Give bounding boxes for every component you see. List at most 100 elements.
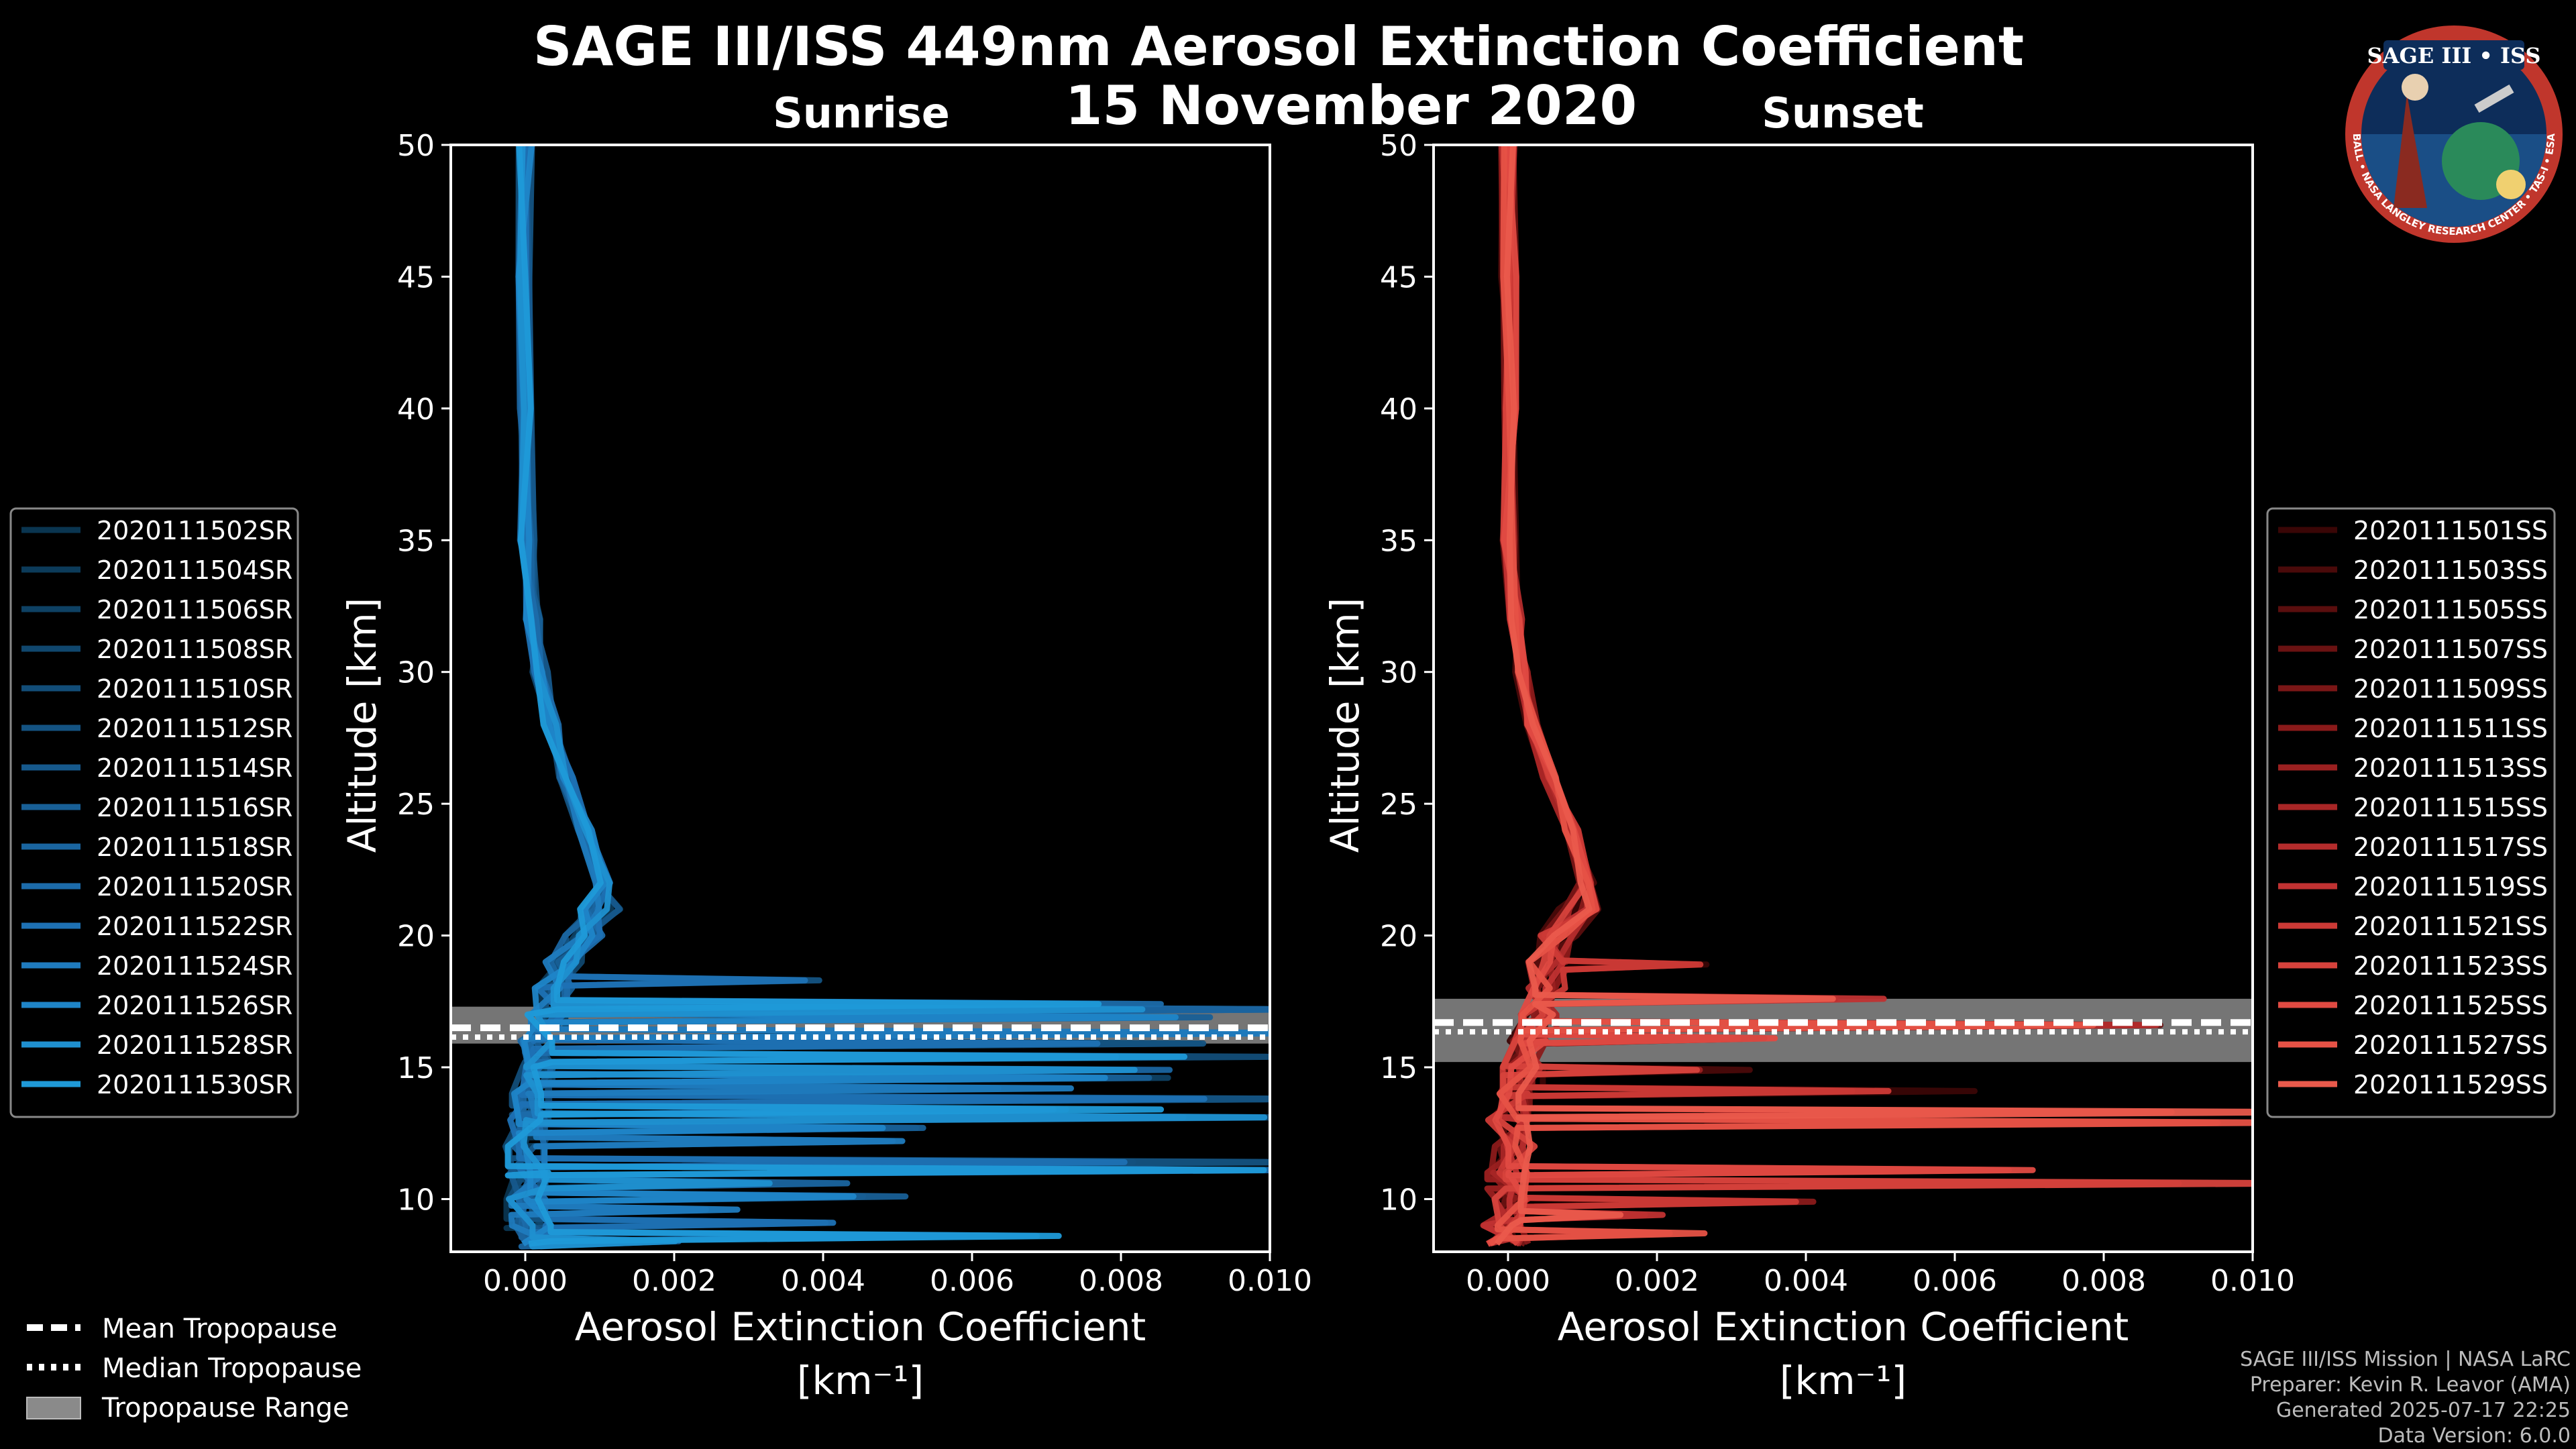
- y-tick-label: 15: [397, 1051, 435, 1085]
- y-axis-label: Altitude [km]: [1322, 598, 1368, 853]
- tropopause-range-swatch: [26, 1397, 81, 1419]
- y-tick-label: 20: [1380, 920, 1417, 954]
- y-tick-label: 10: [1380, 1183, 1417, 1217]
- plot-frame: [1432, 144, 2254, 1253]
- x-tick-label: 0.002: [632, 1264, 716, 1298]
- y-tick-label: 40: [1380, 392, 1417, 427]
- sage-mission-logo: SAGE III • ISS BALL • NASA LANGLEY RESEA…: [2345, 25, 2563, 243]
- x-tick-label: 0.006: [930, 1264, 1014, 1298]
- legend-entry: 2020111501SS: [2353, 516, 2548, 545]
- y-tick-label: 25: [1380, 788, 1417, 822]
- legend-entry: 2020111506SR: [97, 595, 292, 625]
- legend-entry: 2020111525SS: [2353, 991, 2548, 1020]
- footer-data-version: Data Version: 6.0.0: [2378, 1424, 2571, 1448]
- legend-box: [9, 507, 299, 1118]
- legend-entry: 2020111507SS: [2353, 635, 2548, 664]
- legend-entry: 2020111510SR: [97, 674, 292, 704]
- legend-entry: 2020111517SS: [2353, 833, 2548, 862]
- y-tick-label: 15: [1380, 1051, 1417, 1085]
- x-tick-label: 0.004: [781, 1264, 865, 1298]
- legend-entry: 2020111502SR: [97, 516, 292, 545]
- legend-entry: 2020111515SS: [2353, 793, 2548, 822]
- logo-banner: [2383, 40, 2524, 70]
- legend-entry: 2020111516SR: [97, 793, 292, 822]
- x-axis-unit: [km⁻¹]: [1780, 1358, 1907, 1403]
- tropopause-legend: Mean Tropopause Median Tropopause Tropop…: [26, 1313, 362, 1424]
- footer-preparer: Preparer: Kevin R. Leavor (AMA): [2250, 1373, 2571, 1397]
- x-tick-label: 0.002: [1615, 1264, 1699, 1298]
- panel-title: Sunset: [1762, 89, 1924, 138]
- y-tick-label: 50: [1380, 129, 1417, 163]
- logo-station-icon: [2474, 84, 2514, 113]
- y-tick-label: 30: [1380, 656, 1417, 690]
- legend-entry: 2020111511SS: [2353, 714, 2548, 743]
- x-tick-label: 0.010: [1228, 1264, 1312, 1298]
- legend-entry: 2020111520SR: [97, 872, 292, 902]
- mean-tropopause-label: Mean Tropopause: [102, 1313, 337, 1344]
- y-tick-label: 45: [1380, 260, 1417, 294]
- legend-entry: 2020111513SS: [2353, 753, 2548, 783]
- sunset-panel: Sunset 0.000 0.002 0.004 0.006 0.008 0.010 10 15…: [1322, 89, 2295, 1403]
- y-tick-label: 10: [397, 1183, 435, 1217]
- y-tick-label: 35: [397, 524, 435, 558]
- y-tick-label: 20: [397, 920, 435, 954]
- x-tick-label: 0.008: [1079, 1264, 1163, 1298]
- legend-entry: 2020111512SR: [97, 714, 292, 743]
- profile-2020111530SR: [504, 145, 1267, 1247]
- sunset-legend: 2020111501SS 2020111503SS 2020111505SS 2020…: [2266, 507, 2556, 1118]
- sunrise-panel: Sunrise 0.000 0.002 0.004 0.006 0.008 0.010 10 1…: [339, 89, 1312, 1403]
- panel-title: Sunrise: [773, 89, 950, 138]
- tropopause-range-label: Tropopause Range: [101, 1393, 350, 1424]
- legend-entry: 2020111504SR: [97, 555, 292, 585]
- legend-entry: 2020111505SS: [2353, 595, 2548, 625]
- median-tropopause-label: Median Tropopause: [102, 1353, 362, 1384]
- legend-entry: 2020111508SR: [97, 635, 292, 664]
- y-tick-label: 25: [397, 788, 435, 822]
- x-tick-label: 0.006: [1913, 1264, 1997, 1298]
- footer-mission: SAGE III/ISS Mission | NASA LaRC: [2240, 1348, 2571, 1371]
- legend-box: [2266, 507, 2556, 1118]
- x-tick-label: 0.004: [1764, 1264, 1848, 1298]
- logo-sun-icon: [2496, 170, 2526, 199]
- legend-entry: 2020111514SR: [97, 753, 292, 783]
- logo-text: SAGE III • ISS: [2367, 43, 2541, 68]
- legend-entry: 2020111509SS: [2353, 674, 2548, 704]
- x-tick-label: 0.010: [2210, 1264, 2295, 1298]
- profile-2020111529SS: [1494, 145, 2253, 1246]
- logo-figure-icon: [2394, 94, 2427, 208]
- figure-subtitle-date: 15 November 2020: [1065, 74, 1637, 137]
- legend-entry: 2020111529SS: [2353, 1070, 2548, 1099]
- profile-2020111525SS: [1486, 145, 2036, 1247]
- x-axis-unit: [km⁻¹]: [797, 1358, 924, 1403]
- y-axis-label: Altitude [km]: [339, 598, 385, 853]
- legend-entry: 2020111524SR: [97, 951, 292, 981]
- legend-entry: 2020111503SS: [2353, 555, 2548, 585]
- x-tick-label: 0.000: [1466, 1264, 1550, 1298]
- plot-frame: [449, 144, 1271, 1253]
- x-axis-label: Aerosol Extinction Coefficient: [575, 1304, 1146, 1350]
- footer-generated: Generated 2025-07-17 22:25: [2276, 1399, 2571, 1422]
- legend-entry: 2020111528SR: [97, 1030, 292, 1060]
- y-tick-label: 40: [397, 392, 435, 427]
- legend-entry: 2020111527SS: [2353, 1030, 2548, 1060]
- legend-entry: 2020111530SR: [97, 1070, 292, 1099]
- y-tick-label: 35: [1380, 524, 1417, 558]
- legend-entry: 2020111521SS: [2353, 912, 2548, 941]
- legend-entry: 2020111518SR: [97, 833, 292, 862]
- legend-entry: 2020111522SR: [97, 912, 292, 941]
- profile-2020111528SR: [506, 145, 1268, 1250]
- y-tick-label: 45: [397, 260, 435, 294]
- legend-entry: 2020111523SS: [2353, 951, 2548, 981]
- footer-credits: SAGE III/ISS Mission | NASA LaRC Prepare…: [2240, 1348, 2571, 1448]
- y-tick-label: 50: [397, 129, 435, 163]
- figure-title: SAGE III/ISS 449nm Aerosol Extinction Co…: [533, 15, 2024, 78]
- sunrise-legend: 2020111502SR 2020111504SR 2020111506SR 2020…: [9, 507, 299, 1118]
- x-tick-label: 0.008: [2061, 1264, 2146, 1298]
- legend-entry: 2020111519SS: [2353, 872, 2548, 902]
- legend-entry: 2020111526SR: [97, 991, 292, 1020]
- x-tick-label: 0.000: [483, 1264, 568, 1298]
- y-tick-label: 30: [397, 656, 435, 690]
- x-axis-label: Aerosol Extinction Coefficient: [1558, 1304, 2129, 1350]
